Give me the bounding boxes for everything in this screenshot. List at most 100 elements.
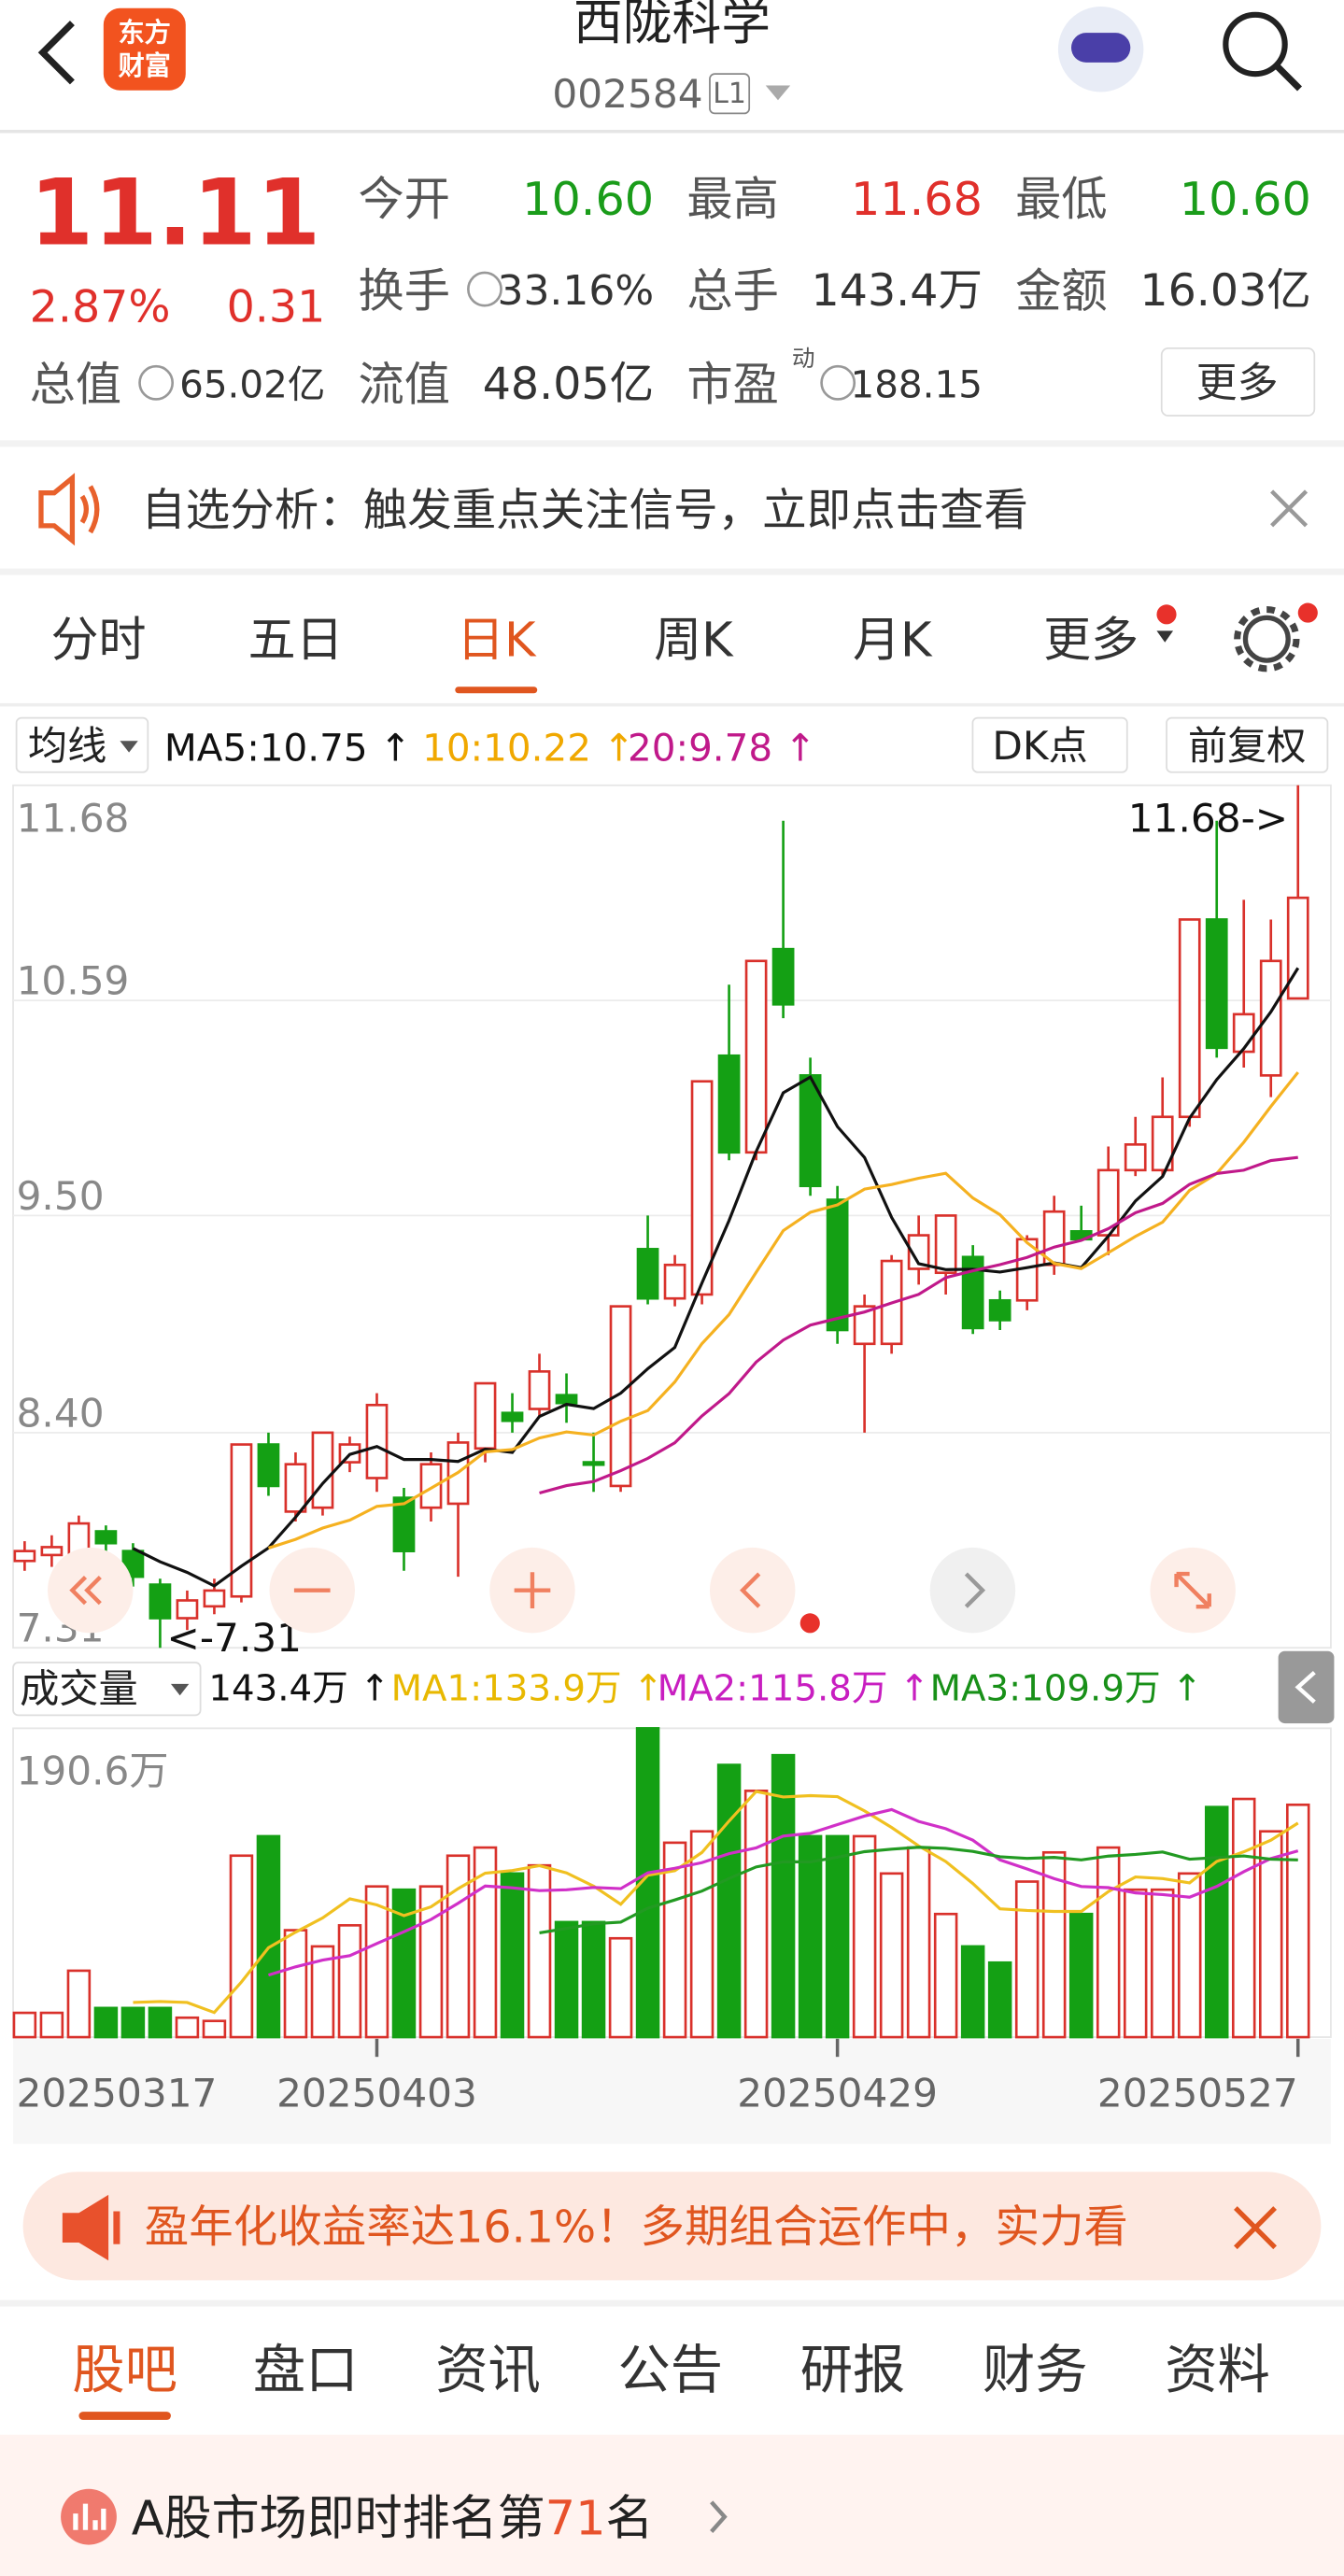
field-label: 最高 <box>686 172 779 226</box>
scroll-left-button[interactable] <box>48 1547 134 1634</box>
more-button-text: 更多 <box>1196 359 1279 406</box>
candle-body <box>176 1599 199 1620</box>
ma-dropdown[interactable] <box>15 716 149 773</box>
rank-suffix: 名 <box>606 2491 654 2546</box>
ad-banner[interactable] <box>22 2172 1322 2281</box>
ma-line <box>539 1155 1298 1495</box>
low-annotation: <-7.31 <box>166 1615 302 1661</box>
volume-bar <box>771 1753 796 2039</box>
ma-line <box>267 1807 1299 1977</box>
period-tab[interactable]: 更多 <box>1043 613 1139 668</box>
period-tabs: 分时 五日 日K 周K 月K 更多 <box>51 613 1174 694</box>
volume-bar <box>12 2011 37 2039</box>
candle-body <box>203 1589 226 1608</box>
volume-bar <box>1068 1912 1094 2039</box>
rank-row[interactable] <box>0 2434 1344 2576</box>
candle-body <box>717 1054 741 1154</box>
volume-bar <box>1177 1872 1202 2039</box>
logo-text: 财富 <box>119 50 171 81</box>
bottom-tab[interactable]: 公告 <box>617 2341 723 2401</box>
volume-bar <box>202 2019 227 2039</box>
volume-bar <box>175 2016 200 2039</box>
candle-body <box>230 1443 253 1598</box>
candle-body <box>257 1443 280 1488</box>
ma-line <box>267 1071 1299 1550</box>
adjust-button[interactable] <box>1166 716 1329 773</box>
period-tab[interactable]: 周K <box>654 613 734 668</box>
active-underline <box>78 2412 171 2420</box>
info-icon[interactable] <box>138 364 175 401</box>
info-icon[interactable] <box>467 271 502 307</box>
volume-bar <box>66 1969 92 2039</box>
volume-bar <box>689 1830 714 2039</box>
period-tab[interactable]: 日K <box>457 613 537 668</box>
candle-body <box>1205 918 1228 1050</box>
volume-bar <box>960 1945 985 2039</box>
volume-bar <box>364 1885 389 2039</box>
candle-body <box>311 1431 334 1509</box>
candle-body <box>636 1248 659 1300</box>
back-button[interactable] <box>37 21 75 85</box>
field-value: 65.02亿 <box>179 362 325 407</box>
control-glyphs <box>69 1571 1211 1609</box>
pe-mark: 动 <box>792 345 815 372</box>
candle-body <box>1151 1115 1174 1172</box>
bottom-tab[interactable]: 股吧 <box>72 2341 177 2401</box>
period-tab[interactable]: 分时 <box>51 613 147 668</box>
volume-bar <box>743 1790 769 2039</box>
robot-eyes <box>1070 33 1131 63</box>
ad-close[interactable] <box>1234 2206 1277 2250</box>
close-button[interactable] <box>1270 489 1309 528</box>
period-tab[interactable]: 五日 <box>248 613 344 668</box>
search-icon[interactable] <box>1223 11 1288 78</box>
volume-dropdown[interactable] <box>12 1662 202 1717</box>
speaker-icon[interactable] <box>38 473 76 546</box>
change-pct: 2.87% <box>30 281 171 333</box>
volume-bar <box>1123 1888 1148 2039</box>
volume-bar <box>852 1834 877 2039</box>
candle-body <box>1178 918 1201 1119</box>
dropdown-arrow[interactable] <box>765 85 791 101</box>
candle-body <box>1259 959 1282 1077</box>
candle-body <box>149 1583 172 1620</box>
high-annotation: 11.68-> <box>1128 795 1288 841</box>
volume-bar <box>418 1885 444 2039</box>
candle-body <box>609 1305 632 1488</box>
bottom-tab[interactable]: 盘口 <box>253 2341 359 2401</box>
price: 11.11 <box>30 161 321 267</box>
bottom-tab[interactable]: 财务 <box>983 2341 1088 2401</box>
volume-bar <box>1204 1805 1229 2039</box>
stock-title: 西陇科学 <box>573 0 771 51</box>
volume-bar <box>798 1834 823 2039</box>
volume-bar <box>1285 1803 1310 2039</box>
candle-body <box>934 1214 957 1275</box>
candle-body <box>528 1370 551 1410</box>
candle-body <box>907 1234 930 1270</box>
volume-bar <box>283 1929 308 2039</box>
logo[interactable] <box>103 7 186 91</box>
bottom-tab[interactable]: 资料 <box>1165 2341 1270 2401</box>
collapse-tab[interactable] <box>1278 1650 1335 1724</box>
rank-chevron <box>710 2500 728 2533</box>
volume-bar <box>93 2006 119 2039</box>
dk-button[interactable] <box>971 716 1128 773</box>
bottom-tab[interactable]: 资讯 <box>435 2341 541 2401</box>
rank-icon-bars <box>73 2503 106 2530</box>
banner-text[interactable]: 自选分析：触发重点关注信号，立即点击查看 <box>141 486 1028 537</box>
y-tick-label: 190.6万 <box>17 1748 169 1794</box>
info-icon[interactable] <box>820 364 856 401</box>
volume-bar <box>473 1846 498 2039</box>
period-tab[interactable]: 月K <box>853 613 933 668</box>
active-underline <box>455 686 538 694</box>
bottom-tabs: 股吧 盘口 资讯 公告 研报 财务 资料 <box>72 2341 1270 2420</box>
next-button[interactable] <box>929 1547 1016 1634</box>
more-button[interactable] <box>1160 347 1316 417</box>
bottom-tab[interactable]: 研报 <box>800 2341 906 2401</box>
vol-ma1-label: MA1:133.9万 ↑ <box>391 1668 664 1710</box>
field-value: 10.60 <box>522 172 654 226</box>
candle-body <box>1286 896 1309 1000</box>
prev-button[interactable] <box>709 1547 796 1634</box>
settings-icon[interactable] <box>1242 615 1291 663</box>
candle-body <box>284 1463 307 1513</box>
